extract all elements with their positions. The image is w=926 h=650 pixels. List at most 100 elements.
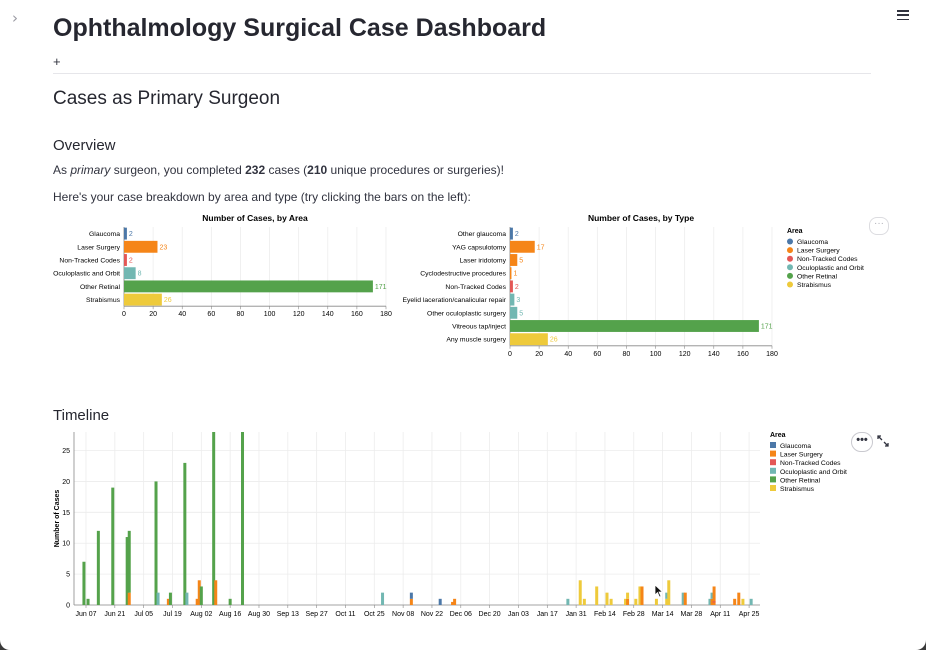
area-chart-category-label: Other Retinal bbox=[80, 284, 121, 291]
timeline-bar bbox=[438, 598, 442, 605]
timeline-legend-label: Non-Tracked Codes bbox=[780, 460, 841, 467]
timeline-bar bbox=[609, 598, 613, 605]
timeline-bar bbox=[733, 598, 737, 605]
add-tab-button[interactable]: + bbox=[53, 54, 61, 69]
timeline-bar bbox=[111, 487, 115, 605]
chevron-right-icon[interactable]: › bbox=[12, 9, 18, 27]
type-chart-category-label: Cyclodestructive procedures bbox=[420, 271, 506, 278]
type-chart-value-label: 2 bbox=[515, 231, 519, 238]
timeline-bar bbox=[166, 598, 170, 605]
unique-procedures-count: 210 bbox=[307, 163, 328, 177]
timeline-y-tick-label: 0 bbox=[66, 603, 70, 610]
timeline-bar bbox=[381, 592, 385, 605]
timeline-x-tick-label: Apr 25 bbox=[739, 611, 760, 618]
timeline-bar bbox=[127, 592, 131, 605]
summary-mid2: cases ( bbox=[265, 163, 308, 177]
area-chart-value-label: 171 bbox=[375, 284, 387, 291]
area-chart-category-label: Oculoplastic and Orbit bbox=[53, 271, 120, 278]
area-chart-x-tick-label: 60 bbox=[207, 311, 215, 318]
timeline-x-tick-label: Jun 21 bbox=[104, 611, 125, 618]
summary-prefix: As bbox=[53, 163, 71, 177]
area-chart-category-label: Strabismus bbox=[86, 297, 121, 304]
type-chart-legend-label: Glaucoma bbox=[797, 239, 828, 246]
type-chart-legend-label: Non-Tracked Codes bbox=[797, 256, 858, 263]
timeline-bar bbox=[451, 601, 455, 605]
timeline-y-tick-label: 5 bbox=[66, 572, 70, 579]
timeline-bar bbox=[86, 598, 90, 605]
type-chart-x-tick-label: 180 bbox=[766, 351, 778, 358]
timeline-x-tick-label: Mar 28 bbox=[681, 611, 703, 618]
timeline-bar bbox=[626, 592, 630, 599]
timeline-bar bbox=[125, 537, 129, 605]
type-chart-value-label: 26 bbox=[550, 337, 558, 344]
type-chart-x-tick-label: 20 bbox=[535, 351, 543, 358]
area-chart-bar bbox=[124, 254, 127, 266]
area-chart-title: Number of Cases, by Area bbox=[202, 213, 308, 223]
type-chart-legend-label: Strabismus bbox=[797, 282, 832, 289]
timeline-bar bbox=[681, 592, 685, 605]
type-chart-x-tick-label: 120 bbox=[679, 351, 691, 358]
timeline-bar bbox=[96, 530, 100, 605]
timeline-y-axis-title: Number of Cases bbox=[54, 490, 61, 548]
timeline-legend-title: Area bbox=[770, 432, 786, 439]
type-chart-bar bbox=[510, 240, 535, 253]
type-chart-category-label: Eyelid laceration/canalicular repair bbox=[402, 297, 506, 304]
timeline-bar bbox=[183, 462, 187, 605]
timeline-bar bbox=[197, 580, 201, 605]
type-chart-legend-swatch bbox=[787, 255, 793, 262]
timeline-bar bbox=[710, 598, 714, 605]
type-chart-bar bbox=[510, 306, 518, 319]
timeline-bar bbox=[228, 598, 232, 605]
type-chart-legend-swatch bbox=[787, 238, 793, 245]
type-chart-value-label: 2 bbox=[515, 284, 519, 291]
type-chart-value-label: 3 bbox=[516, 297, 520, 304]
timeline-more-button[interactable]: ••• bbox=[851, 432, 873, 452]
area-chart-x-tick-label: 160 bbox=[351, 311, 363, 318]
timeline-bar bbox=[82, 561, 86, 605]
timeline-bar bbox=[712, 586, 716, 605]
timeline-bar bbox=[654, 598, 658, 605]
expand-icon[interactable] bbox=[877, 434, 889, 452]
timeline-x-tick-label: Dec 06 bbox=[450, 611, 472, 618]
timeline-x-tick-label: Jun 07 bbox=[75, 611, 96, 618]
timeline-legend-swatch bbox=[770, 442, 776, 448]
type-chart-x-tick-label: 100 bbox=[650, 351, 662, 358]
type-chart-legend-swatch bbox=[787, 281, 793, 288]
timeline-x-tick-label: Oct 25 bbox=[364, 611, 385, 618]
hamburger-menu-icon[interactable] bbox=[897, 10, 909, 23]
timeline-bar bbox=[737, 592, 741, 605]
tab-divider bbox=[53, 73, 871, 74]
timeline-bar bbox=[595, 586, 599, 605]
type-chart-legend-label: Other Retinal bbox=[797, 273, 838, 280]
chart-more-button[interactable]: ··· bbox=[869, 217, 889, 235]
area-chart-bar bbox=[124, 227, 127, 240]
type-chart-bar bbox=[510, 254, 518, 266]
timeline-x-tick-label: Feb 14 bbox=[594, 611, 616, 618]
timeline-x-tick-label: Jan 31 bbox=[566, 611, 587, 618]
area-chart-bar bbox=[124, 267, 136, 280]
area-chart-category-label: Laser Surgery bbox=[77, 244, 120, 251]
type-chart-x-tick-label: 0 bbox=[508, 351, 512, 358]
timeline-bar bbox=[741, 598, 745, 605]
area-chart-bar bbox=[124, 293, 162, 306]
timeline-bar bbox=[640, 586, 644, 605]
area-chart-value-label: 23 bbox=[159, 244, 167, 251]
type-chart-legend-title: Area bbox=[787, 228, 803, 235]
timeline-bar bbox=[156, 592, 160, 605]
timeline-legend-swatch bbox=[770, 467, 776, 474]
timeline-x-tick-label: Aug 16 bbox=[219, 611, 241, 618]
type-chart-legend-label: Oculoplastic and Orbit bbox=[797, 265, 864, 272]
timeline-legend-swatch bbox=[770, 485, 776, 491]
type-chart-title: Number of Cases, by Type bbox=[588, 213, 694, 223]
timeline-legend-label: Oculoplastic and Orbit bbox=[780, 469, 847, 476]
area-chart-value-label: 8 bbox=[138, 271, 142, 278]
timeline-bar bbox=[212, 432, 216, 605]
type-chart-x-tick-label: 140 bbox=[708, 351, 720, 358]
overview-heading: Overview bbox=[53, 137, 116, 154]
area-chart-x-tick-label: 20 bbox=[149, 311, 157, 318]
type-chart-bar bbox=[510, 320, 759, 332]
timeline-bar bbox=[665, 598, 669, 605]
summary-mid1: surgeon, you completed bbox=[110, 163, 246, 177]
timeline-legend-label: Glaucoma bbox=[780, 443, 811, 450]
